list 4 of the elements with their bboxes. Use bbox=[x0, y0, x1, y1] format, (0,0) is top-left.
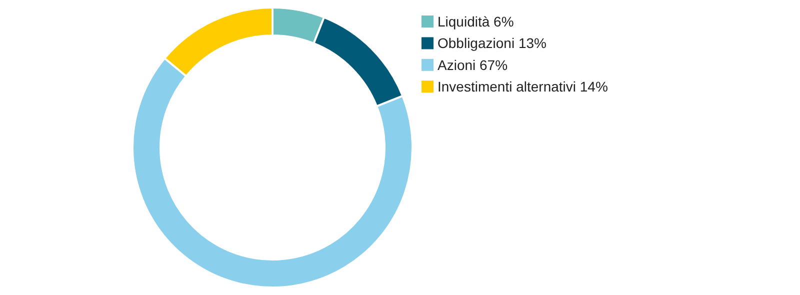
legend-label: Azioni 67% bbox=[438, 56, 508, 73]
legend-label: Liquidità 6% bbox=[438, 14, 514, 30]
legend-label: Investimenti alternativi 14% bbox=[438, 78, 608, 95]
legend-label: Obbligazioni 13% bbox=[438, 35, 546, 52]
